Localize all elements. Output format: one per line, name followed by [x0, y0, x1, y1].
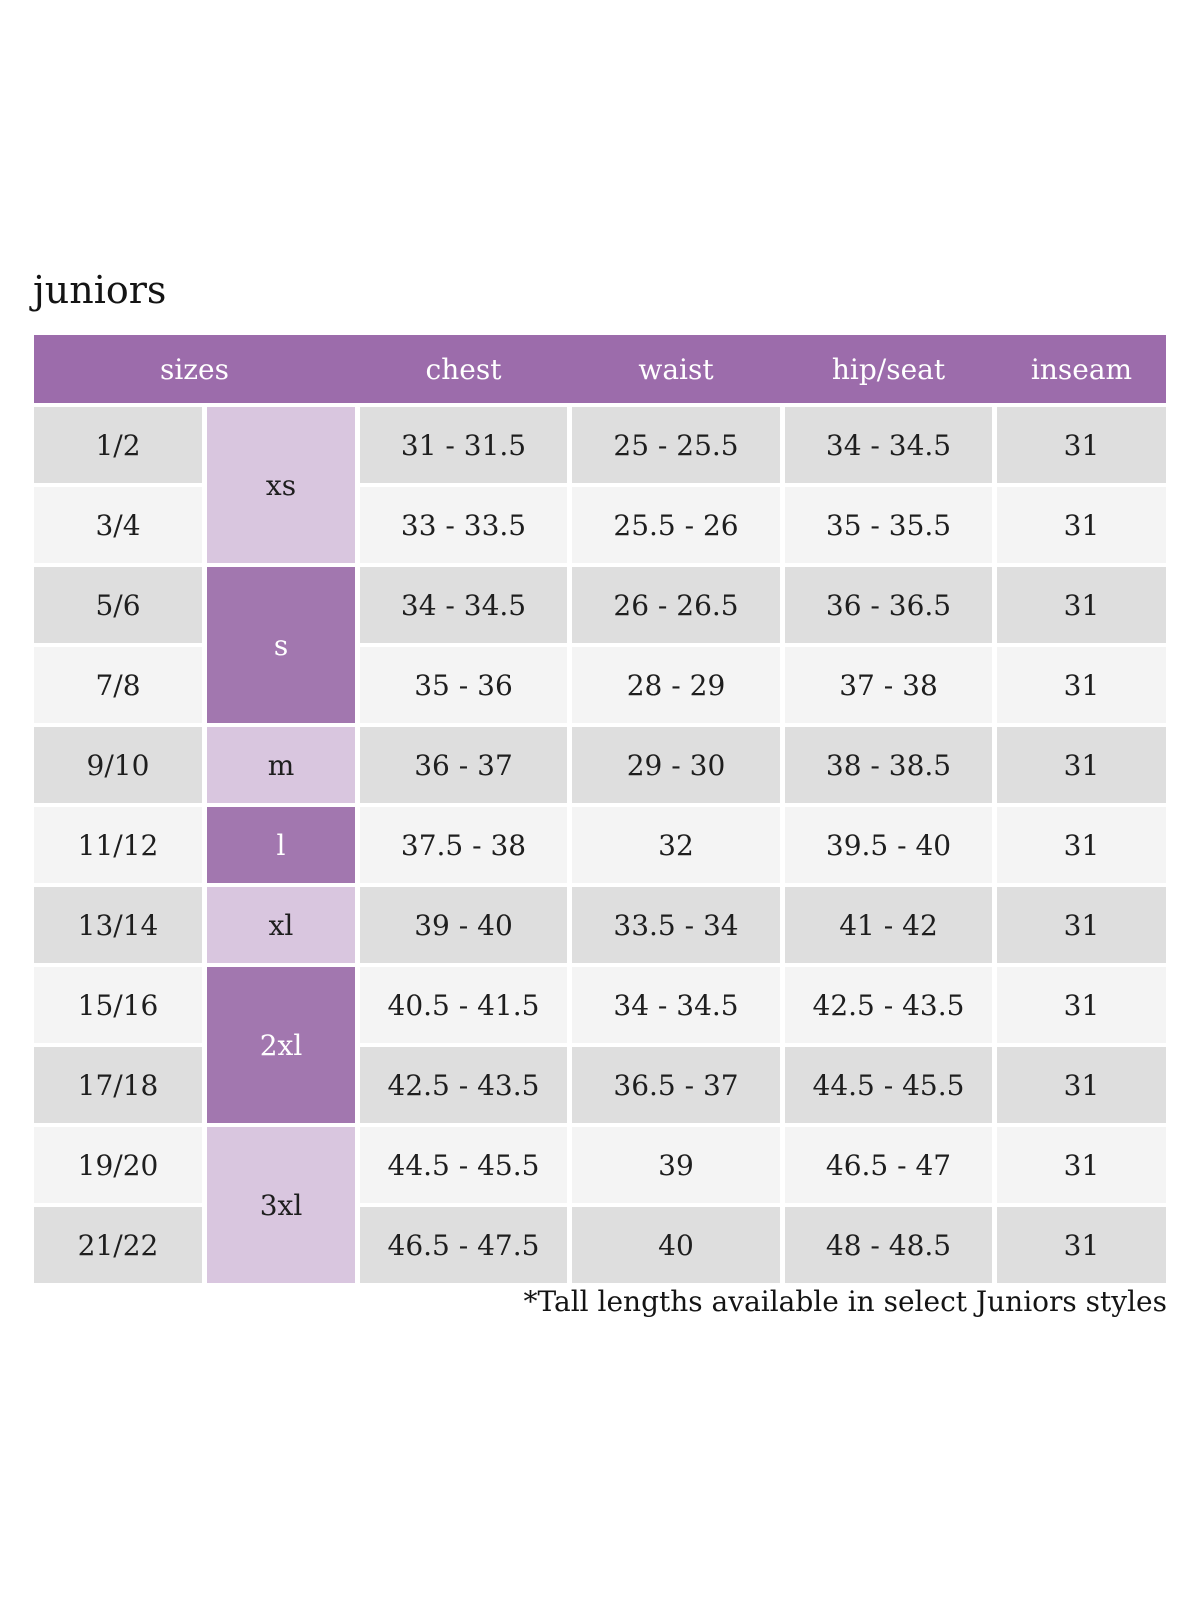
size-cell: 7/8 [34, 647, 202, 723]
hip-seat-cell: 35 - 35.5 [785, 487, 992, 563]
hip-seat-cell: 46.5 - 47 [785, 1127, 992, 1203]
inseam-cell: 31 [997, 647, 1166, 723]
size-cell: 17/18 [34, 1047, 202, 1123]
hip-seat-cell: 48 - 48.5 [785, 1207, 992, 1283]
size-group-cell: m [207, 727, 355, 803]
size-group-cell: l [207, 807, 355, 883]
inseam-cell: 31 [997, 967, 1166, 1043]
hip-seat-cell: 42.5 - 43.5 [785, 967, 992, 1043]
column-header-hip-seat: hip/seat [831, 352, 946, 386]
size-group-cell: 2xl [207, 967, 355, 1123]
inseam-cell: 31 [997, 567, 1166, 643]
chest-cell: 39 - 40 [360, 887, 567, 963]
size-cell: 11/12 [34, 807, 202, 883]
chest-cell: 42.5 - 43.5 [360, 1047, 567, 1123]
size-cell: 5/6 [34, 567, 202, 643]
waist-cell: 28 - 29 [572, 647, 780, 723]
waist-cell: 39 [572, 1127, 780, 1203]
waist-cell: 32 [572, 807, 780, 883]
size-group-cell: 3xl [207, 1127, 355, 1283]
size-cell: 21/22 [34, 1207, 202, 1283]
hip-seat-cell: 34 - 34.5 [785, 407, 992, 483]
inseam-cell: 31 [997, 1207, 1166, 1283]
waist-cell: 29 - 30 [572, 727, 780, 803]
chest-cell: 46.5 - 47.5 [360, 1207, 567, 1283]
chest-cell: 37.5 - 38 [360, 807, 567, 883]
size-group-cell: s [207, 567, 355, 723]
hip-seat-cell: 44.5 - 45.5 [785, 1047, 992, 1123]
chest-cell: 34 - 34.5 [360, 567, 567, 643]
footnote: *Tall lengths available in select Junior… [523, 1285, 1167, 1318]
chest-cell: 36 - 37 [360, 727, 567, 803]
table-header: sizes chest waist hip/seat inseam [34, 335, 1166, 403]
chest-cell: 44.5 - 45.5 [360, 1127, 567, 1203]
waist-cell: 36.5 - 37 [572, 1047, 780, 1123]
column-header-waist: waist [638, 352, 714, 386]
inseam-cell: 31 [997, 407, 1166, 483]
column-header-inseam: inseam [1030, 352, 1133, 386]
waist-cell: 40 [572, 1207, 780, 1283]
inseam-cell: 31 [997, 487, 1166, 563]
waist-cell: 33.5 - 34 [572, 887, 780, 963]
size-group-cell: xl [207, 887, 355, 963]
hip-seat-cell: 36 - 36.5 [785, 567, 992, 643]
size-group-cell: xs [207, 407, 355, 563]
hip-seat-cell: 39.5 - 40 [785, 807, 992, 883]
size-table: sizes chest waist hip/seat inseam 1/2 31 … [34, 335, 1166, 1283]
size-cell: 1/2 [34, 407, 202, 483]
waist-cell: 25 - 25.5 [572, 407, 780, 483]
waist-cell: 34 - 34.5 [572, 967, 780, 1043]
column-header-chest: chest [425, 352, 502, 386]
column-header-sizes: sizes [159, 352, 229, 386]
waist-cell: 26 - 26.5 [572, 567, 780, 643]
chest-cell: 40.5 - 41.5 [360, 967, 567, 1043]
inseam-cell: 31 [997, 887, 1166, 963]
size-cell: 13/14 [34, 887, 202, 963]
size-cell: 19/20 [34, 1127, 202, 1203]
hip-seat-cell: 37 - 38 [785, 647, 992, 723]
chest-cell: 35 - 36 [360, 647, 567, 723]
size-cell: 15/16 [34, 967, 202, 1043]
waist-cell: 25.5 - 26 [572, 487, 780, 563]
inseam-cell: 31 [997, 727, 1166, 803]
inseam-cell: 31 [997, 1127, 1166, 1203]
size-cell: 3/4 [34, 487, 202, 563]
size-cell: 9/10 [34, 727, 202, 803]
inseam-cell: 31 [997, 807, 1166, 883]
page-title: juniors [33, 268, 167, 312]
chest-cell: 33 - 33.5 [360, 487, 567, 563]
hip-seat-cell: 38 - 38.5 [785, 727, 992, 803]
inseam-cell: 31 [997, 1047, 1166, 1123]
chest-cell: 31 - 31.5 [360, 407, 567, 483]
hip-seat-cell: 41 - 42 [785, 887, 992, 963]
